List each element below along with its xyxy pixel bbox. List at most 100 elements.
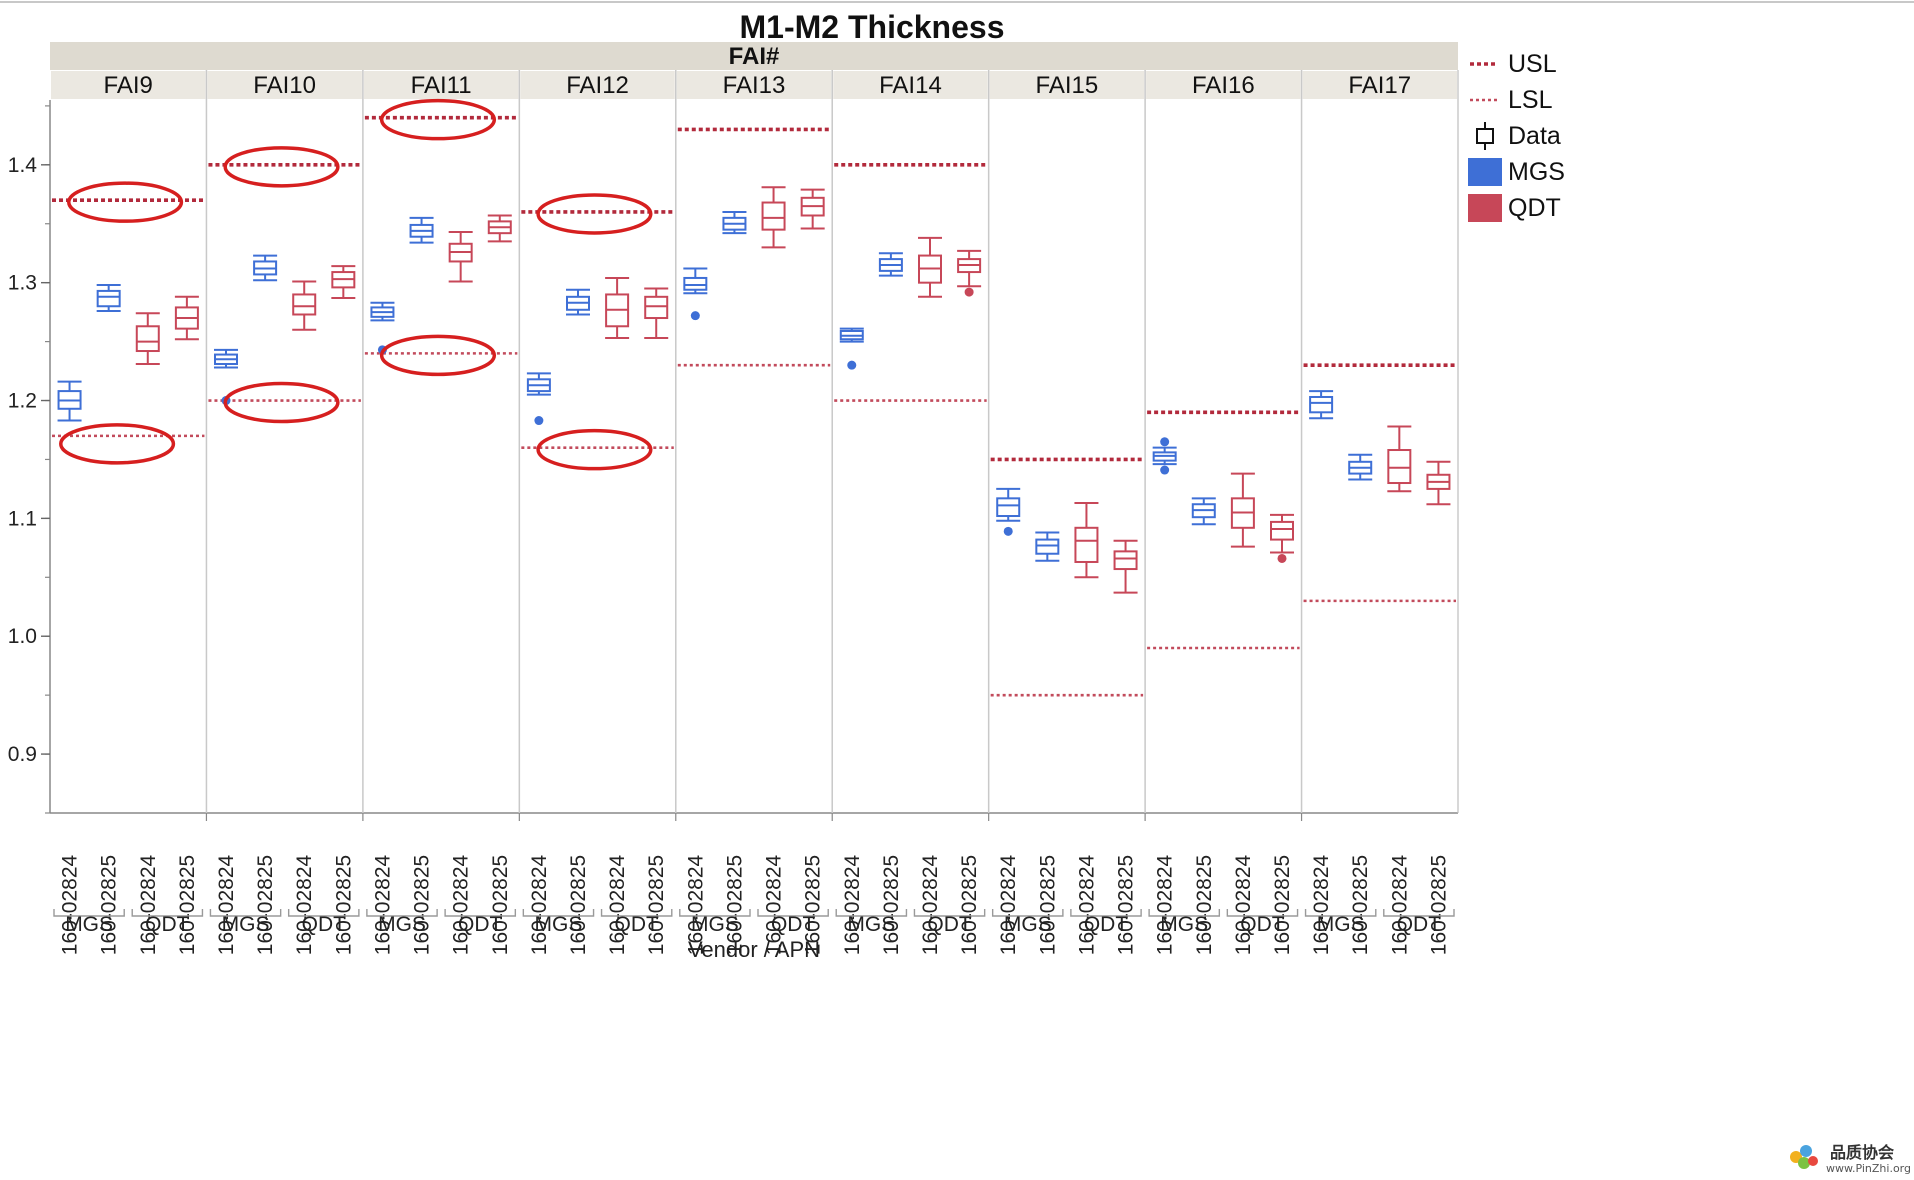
legend-item-lsl: LSL [1470,86,1553,114]
usl-highlight-ellipse [379,98,497,141]
legend-item-data: Data [1476,122,1561,150]
panel-header-bg [207,71,362,99]
box-mgs-160-02825 [96,284,121,312]
usl-highlight-ellipse [67,181,184,223]
vendor-label: MGS [222,913,270,936]
apn-label: 160-02824 [1388,854,1411,955]
box-mgs-160-02824 [1152,437,1177,475]
box-qdt-160-02824 [918,236,942,298]
legend-label: QDT [1508,194,1561,222]
apn-label: 160-02824 [59,854,82,955]
iqr-box [292,293,317,316]
panel-fai9: FAI9 160-02824 160-02825 160-02824 160-02825… [51,71,206,955]
panel-header-bg [1146,71,1301,99]
y-tick-label: 1.2 [8,390,37,413]
usl-highlight-ellipse [223,146,340,188]
legend-label: LSL [1508,86,1553,114]
group-header-label: FAI# [729,43,780,70]
panel-header-label: FAI10 [253,72,316,99]
apn-label: 160-02825 [1115,855,1138,955]
panel-header-bg [989,71,1145,99]
vendor-bracket [913,909,986,917]
box-mgs-160-02824 [1309,390,1334,420]
apn-label: 160-02824 [1075,854,1098,955]
apn-label: 160-02824 [371,854,394,955]
apn-label: 160-02825 [645,855,668,955]
y-tick-label: 0.9 [8,743,37,766]
usl-highlight-ellipse [536,193,653,235]
apn-label: 160-02825 [723,855,746,955]
outlier-point [847,360,857,370]
box-qdt-160-02824 [1230,472,1255,548]
panel-fai16: FAI16 160-02824 160-02825 160-02824 160-0282… [1144,70,1301,955]
plot-area: FAI# 0.9 1.0 1.1 1.2 1.3 1.4 FAI9 160-02824 160-0… [8,42,1459,962]
outlier-point [964,287,974,297]
iqr-box [996,497,1021,518]
apn-label: 160-02824 [763,854,786,955]
apn-label: 160-02825 [1271,855,1294,955]
group-header-band [50,42,1458,70]
box-qdt-160-02824 [292,280,317,331]
apn-label: 160-02825 [958,855,981,955]
box-qdt-160-02825 [800,188,825,230]
vendor-bracket [991,909,1064,917]
vendor-bracket [600,909,673,917]
apn-label: 160-02824 [293,854,316,955]
legend-item-usl: USL [1470,50,1557,78]
box-mgs-160-02824 [57,380,82,422]
apn-label: 160-02824 [606,854,629,955]
iqr-box [96,289,121,308]
apn-label: 160-02825 [880,855,903,955]
vendor-bracket [209,909,282,917]
iqr-box [1270,520,1294,541]
panel-fai10: FAI10 160-02824 160-02825 160-02824 160-0282… [205,70,362,955]
vendor-label: QDT [458,913,503,936]
outlier-point [1160,465,1170,475]
box-mgs-160-02825 [1191,497,1216,526]
vendor-bracket [1383,909,1455,917]
panel-header-label: FAI14 [879,72,942,99]
box-mgs-160-02825 [566,288,590,316]
box-qdt-160-02824 [761,186,786,249]
legend-label: MGS [1508,158,1565,186]
outlier-point [1003,526,1013,536]
panel-header-bg [51,71,206,99]
box-mgs-160-02825 [253,254,278,282]
vendor-bracket [287,909,360,917]
iqr-box [761,201,786,231]
vendor-label: QDT [1084,913,1129,936]
box-qdt-160-02825 [331,265,356,299]
watermark-url: www.PinZhi.org [1826,1162,1911,1175]
vendor-label: QDT [927,913,972,936]
box-qdt-160-02825 [644,287,669,340]
vendor-bracket [444,909,517,917]
apn-label: 160-02824 [137,854,160,955]
vendor-label: QDT [615,913,660,936]
vendor-label: MGS [1004,913,1052,936]
outlier-point [534,416,544,426]
vendor-label: QDT [145,913,190,936]
box-qdt-160-02824 [1074,502,1099,579]
outlier-point [1160,437,1170,447]
vendor-bracket [1148,909,1221,917]
panel-header-label: FAI16 [1192,72,1255,99]
panel-header-bg [1302,71,1457,99]
panel-fai14: FAI14 160-02824 160-02825 160-02824 160-0282… [831,70,988,955]
vendor-bracket [1304,909,1377,917]
x-axis-label: Vendor / APN [688,937,820,962]
legend: USL LSL Data MGS QDT [1468,50,1565,222]
watermark: 品质协会 www.PinZhi.org [1790,1143,1911,1175]
box-qdt-160-02824 [1387,425,1412,493]
panel-header-label: FAI12 [566,72,629,99]
apn-label: 160-02825 [176,855,199,955]
vendor-label: QDT [1240,913,1285,936]
vendor-bracket [757,909,829,917]
box-mgs-160-02825 [722,210,747,235]
panel-header-bg [363,71,519,99]
legend-box-icon [1476,128,1494,144]
vendor-bracket [53,909,125,917]
apn-label: 160-02824 [1232,854,1255,955]
iqr-box [644,295,669,320]
box-qdt-160-02825 [1270,513,1294,563]
panel-fai17: FAI17 160-02824 160-02825 160-02824 160-0282… [1300,70,1457,955]
